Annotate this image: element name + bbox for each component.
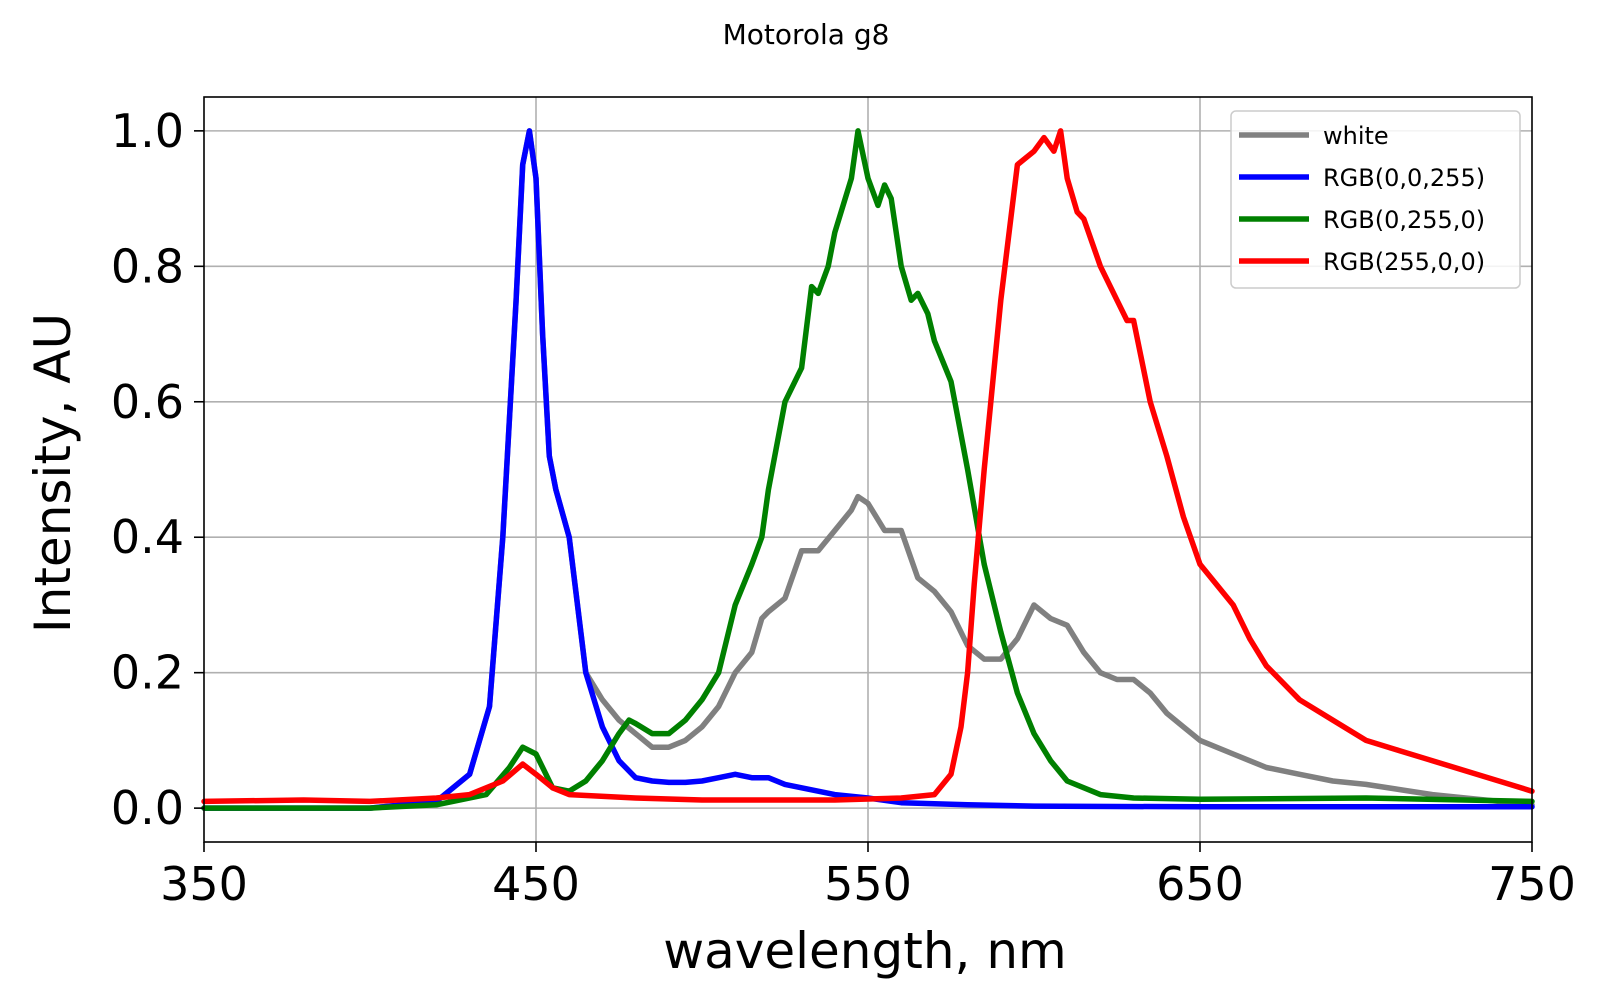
x-axis-label: wavelength, nm [663,922,1066,980]
legend-label: RGB(255,0,0) [1323,248,1485,276]
y-tick-label: 1.0 [111,104,184,158]
y-tick-label: 0.0 [111,781,184,835]
legend-label: RGB(0,255,0) [1323,206,1485,234]
series-line-3 [201,128,1535,805]
legend: white RGB(0,0,255) RGB(0,255,0) RGB(255,0,0… [1230,110,1521,289]
x-tick-label: 650 [1156,857,1244,911]
legend-label: RGB(0,0,255) [1323,164,1485,192]
x-tick-label: 350 [160,857,248,911]
grid [204,97,1532,842]
series-line-2 [201,128,1535,811]
legend-box [1230,110,1521,289]
y-tick-label: 0.4 [111,510,184,564]
x-tick-label: 750 [1488,857,1576,911]
x-tick-label: 550 [824,857,912,911]
y-axis-label: Intensity, AU [24,313,82,633]
chart-title: Motorola g8 [723,18,890,51]
plot-lines [201,128,1535,811]
y-tick-label: 0.2 [111,646,184,700]
y-tick-label: 0.6 [111,375,184,429]
x-tick-label: 450 [492,857,580,911]
y-tick-label: 0.8 [111,239,184,293]
legend-label: white [1323,122,1389,150]
axis-ticks: 350 450 550 650 750 0.0 0.2 0.4 0.6 0.8 1.0 [111,104,1576,911]
